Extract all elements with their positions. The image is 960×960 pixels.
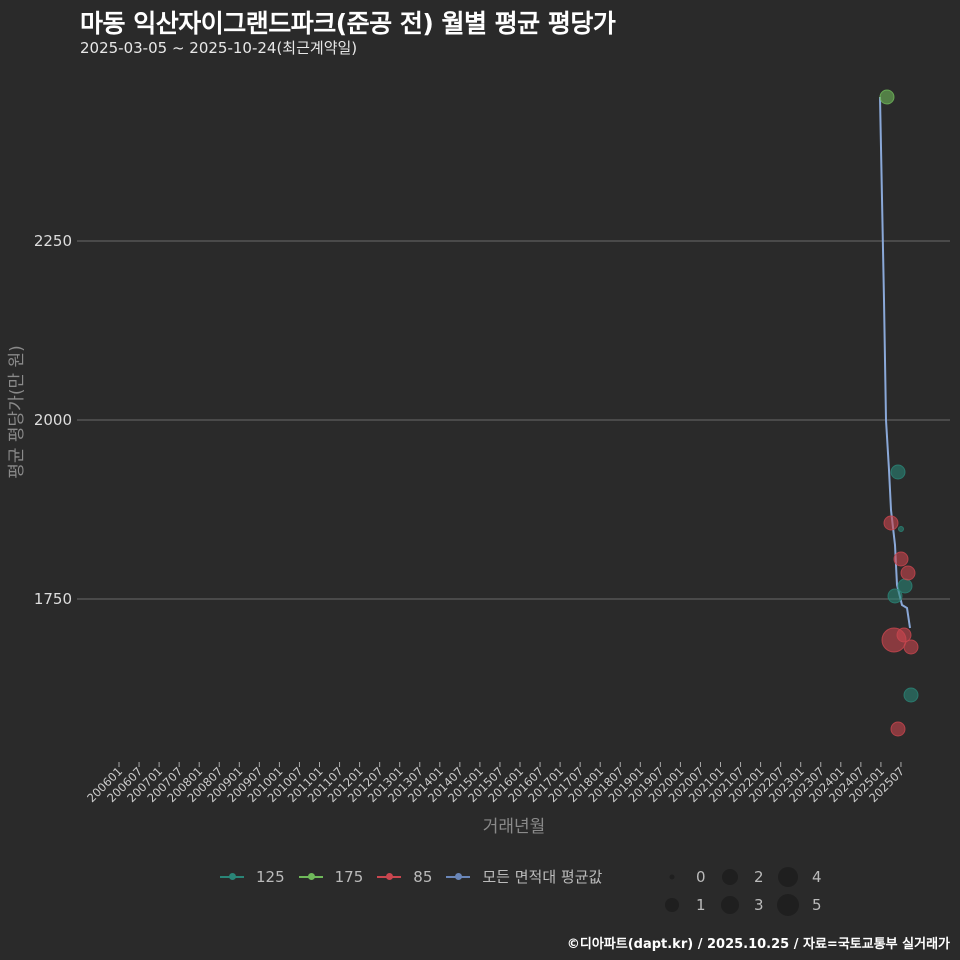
y-tick-label: 2000 <box>34 411 72 429</box>
data-point <box>903 687 919 703</box>
y-tick-label: 2250 <box>34 232 72 250</box>
legend-line-icon <box>298 872 323 880</box>
legend-item: 125 <box>220 868 285 886</box>
data-points <box>879 89 919 737</box>
data-point <box>883 515 899 531</box>
y-gridlines <box>77 240 950 600</box>
legend-line-icon <box>377 872 402 880</box>
size-legend-circle <box>778 867 798 887</box>
color-legend: 125 175 85 모든 면적대 평균값 <box>220 866 616 887</box>
y-tick-label: 1750 <box>34 590 72 608</box>
legend-line-icon <box>220 872 244 880</box>
y-axis-ticks: 1750 2000 2250 <box>34 232 72 608</box>
chart-subtitle: 2025-03-05 ~ 2025-10-24(최근계약일) <box>80 39 358 57</box>
average-line <box>879 96 911 629</box>
average-line-path <box>879 96 911 629</box>
data-point <box>893 551 909 567</box>
size-legend-circle <box>665 898 679 912</box>
data-point <box>890 464 906 480</box>
x-axis-label: 거래년월 <box>483 817 546 837</box>
data-point <box>887 588 903 604</box>
size-legend-circle <box>721 896 739 914</box>
source-caption: ©디아파트(dapt.kr) / 2025.10.25 / 자료=국토교통부 실… <box>566 937 950 952</box>
legend-label: 125 <box>256 867 285 886</box>
size-legend-circle <box>722 869 738 885</box>
size-legend-label: 2 <box>754 868 764 886</box>
legend-label: 모든 면적대 평균값 <box>482 868 603 886</box>
size-legend-label: 1 <box>696 896 706 914</box>
size-legend: 0 1 2 3 4 5 <box>660 866 840 930</box>
data-point <box>903 639 919 655</box>
y-axis-label: 평균 평당가(만 원) <box>7 345 27 479</box>
legend-item: 175 <box>298 867 364 886</box>
data-point <box>890 721 906 737</box>
legend-item: 모든 면적대 평균값 <box>446 866 602 887</box>
legend-item: 85 <box>377 868 432 886</box>
legend-label: 85 <box>413 867 433 886</box>
size-legend-label: 0 <box>696 868 706 886</box>
size-legend-label: 4 <box>812 868 822 886</box>
chart-title: 마동 익산자이그랜드파크(준공 전) 월별 평균 평당가 <box>80 9 616 38</box>
data-point <box>900 565 916 581</box>
size-legend-label: 3 <box>754 896 764 914</box>
size-legend-circle <box>669 874 675 880</box>
data-point <box>896 627 912 643</box>
x-axis-ticks: 2006012006072007012007072008012008072009… <box>84 762 907 805</box>
size-legend-label: 5 <box>812 896 822 914</box>
size-legend-circle <box>777 894 799 916</box>
data-point <box>898 526 904 532</box>
legend-line-icon <box>446 872 471 880</box>
data-point <box>879 89 895 105</box>
legend-label: 175 <box>334 867 364 886</box>
